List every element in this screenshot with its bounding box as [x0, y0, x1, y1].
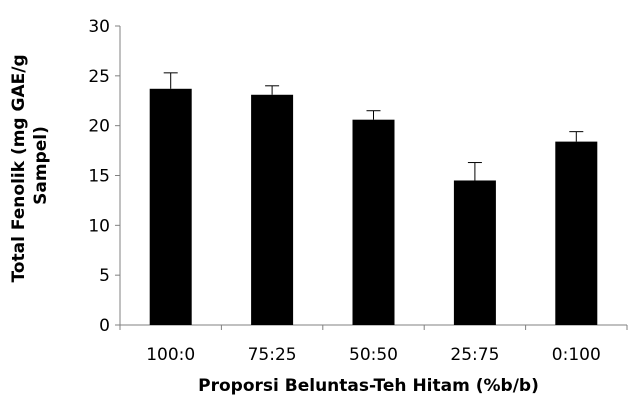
x-tick-label: 25:75	[450, 345, 499, 365]
y-axis-title-line-1: Total Fenolik (mg GAE/g	[9, 54, 29, 282]
x-tick-label: 50:50	[349, 345, 398, 365]
x-tick-label: 0:100	[552, 345, 601, 365]
error-bar	[467, 162, 482, 181]
x-tick-label: 100:0	[146, 345, 195, 365]
error-bar-series	[163, 72, 584, 181]
y-tick-label: 10	[88, 216, 110, 236]
bar-series	[149, 88, 598, 326]
error-bar	[163, 72, 178, 89]
y-tick-label: 0	[99, 316, 110, 336]
y-tick-label: 20	[88, 117, 110, 137]
error-bar	[569, 131, 584, 142]
error-bar	[265, 85, 280, 95]
bar	[251, 94, 294, 326]
x-axis: 100:0 75:25 50:50 25:75 0:100	[119, 324, 628, 365]
bar	[149, 88, 192, 325]
x-axis-title: Proporsi Beluntas-Teh Hitam (%b/b)	[198, 376, 539, 396]
y-axis-title-line-2: Sampel)	[31, 126, 51, 205]
y-tick-label: 5	[99, 266, 110, 286]
y-axis: 0 5 10 15 20 25 30	[88, 17, 121, 336]
bar	[352, 119, 395, 325]
y-axis-title: Total Fenolik (mg GAE/g Sampel)	[9, 48, 51, 282]
bar	[453, 180, 496, 325]
y-tick-label: 15	[88, 167, 110, 187]
y-tick-label: 25	[88, 67, 110, 87]
bar	[555, 141, 598, 325]
y-tick-label: 30	[88, 17, 110, 37]
error-bar	[366, 110, 381, 120]
x-tick-label: 75:25	[248, 345, 297, 365]
